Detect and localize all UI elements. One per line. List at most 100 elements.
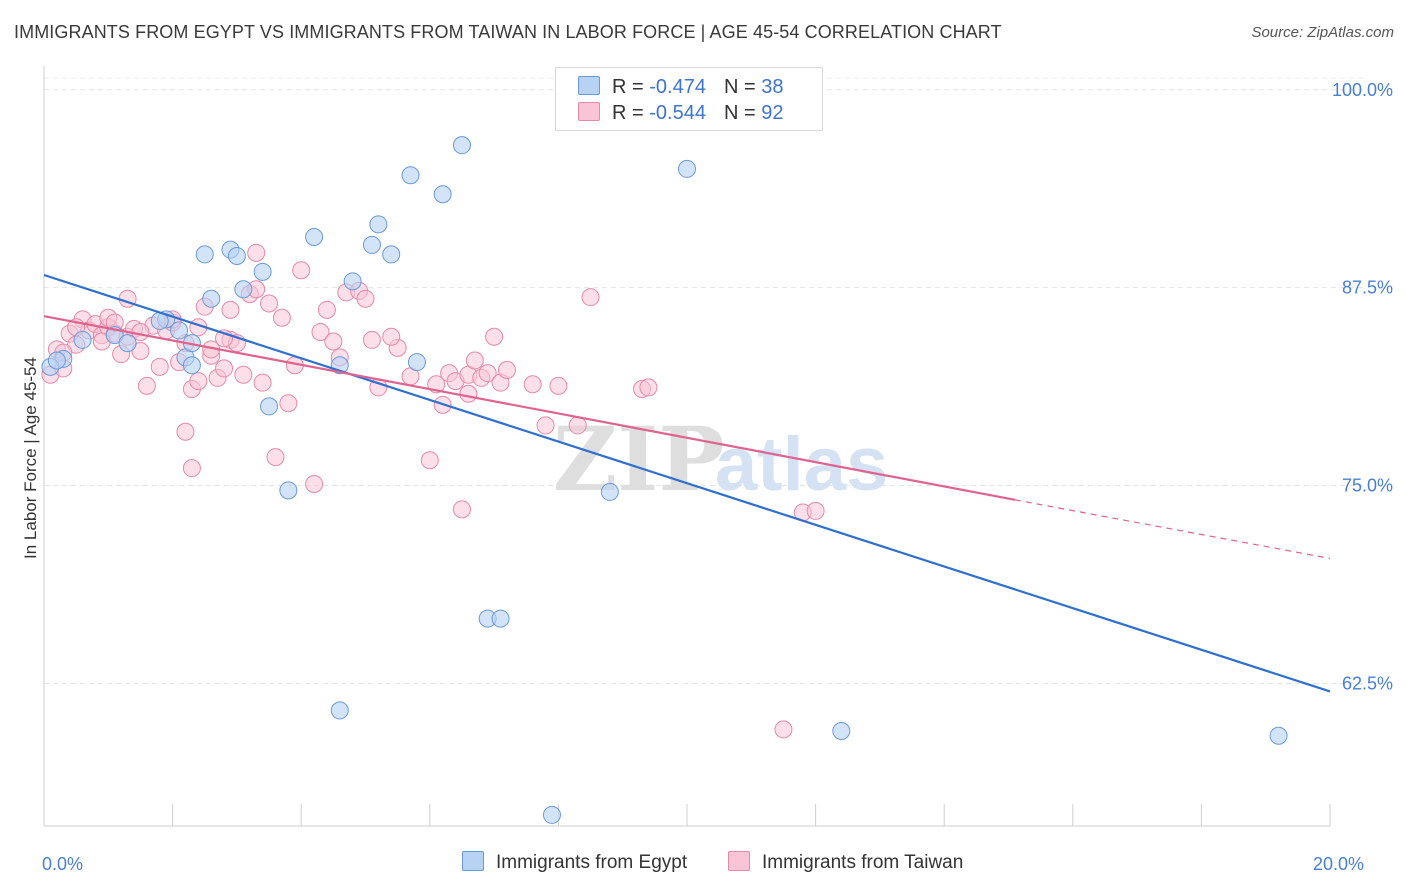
egypt-swatch — [462, 851, 484, 871]
egypt-point — [170, 321, 189, 340]
taiwan-point — [176, 422, 195, 441]
taiwan-point — [189, 372, 208, 391]
egypt-point — [491, 609, 510, 628]
egypt-point — [260, 397, 279, 416]
bottom-legend-egypt: Immigrants from Egypt — [462, 851, 687, 874]
legend-row-egypt: R = -0.474 N = 38 — [578, 76, 783, 99]
axes: 100.0% 87.5% 75.0% 62.5% 0.0% 20.0% — [42, 66, 1393, 874]
egypt-r-value: -0.474 — [649, 76, 706, 98]
egypt-point — [47, 351, 66, 370]
egypt-point — [542, 805, 561, 824]
taiwan-point — [253, 373, 272, 392]
taiwan-point — [420, 451, 439, 470]
y-tick-label: 62.5% — [1342, 674, 1393, 694]
taiwan-n-value: 92 — [761, 102, 784, 124]
egypt-point — [369, 215, 388, 234]
taiwan-point — [485, 327, 504, 346]
legend-r-label: R = — [612, 76, 650, 98]
y-tick-label: 100.0% — [1332, 80, 1393, 100]
egypt-point — [1269, 726, 1288, 745]
taiwan-point — [497, 361, 516, 379]
legend-n-label: N = — [723, 102, 762, 124]
egypt-point — [73, 330, 92, 349]
taiwan-point — [549, 376, 568, 395]
taiwan-point — [382, 327, 401, 346]
taiwan-point — [311, 323, 330, 341]
egypt-point — [343, 272, 362, 291]
taiwan-point — [279, 394, 298, 413]
bottom-legend-taiwan-label: Immigrants from Taiwan — [762, 852, 964, 873]
taiwan-point — [362, 330, 381, 349]
taiwan-point — [150, 357, 169, 376]
legend-n-label: N = — [723, 76, 762, 98]
egypt-point — [362, 235, 381, 254]
legend-r-label: R = — [612, 102, 650, 124]
taiwan-point — [266, 448, 285, 467]
taiwan-trend-line — [43, 315, 1016, 501]
taiwan-point — [324, 332, 343, 351]
egypt-point — [234, 280, 253, 299]
taiwan-point — [221, 300, 240, 319]
egypt-point — [678, 159, 696, 178]
taiwan-point — [639, 378, 658, 397]
egypt-point — [202, 289, 221, 308]
watermark-atlas: atlas — [715, 422, 888, 507]
taiwan-point — [568, 416, 587, 435]
taiwan-point — [774, 720, 793, 739]
taiwan-point — [536, 416, 555, 435]
egypt-point — [279, 481, 298, 500]
taiwan-point — [523, 375, 542, 394]
correlation-legend: R = -0.474 N = 38 R = -0.544 N = 92 — [555, 67, 823, 131]
taiwan-swatch — [728, 851, 750, 871]
taiwan-point — [215, 359, 234, 378]
taiwan-points — [41, 243, 825, 739]
legend-row-taiwan: R = -0.544 N = 92 — [578, 102, 783, 125]
y-tick-label: 87.5% — [1342, 278, 1393, 298]
egypt-point — [452, 136, 471, 155]
egypt-point — [227, 247, 246, 265]
chart-title: IMMIGRANTS FROM EGYPT VS IMMIGRANTS FROM… — [14, 22, 1002, 42]
egypt-point — [253, 262, 272, 281]
taiwan-point — [305, 475, 324, 493]
taiwan-point — [317, 300, 336, 319]
taiwan-point — [452, 500, 471, 519]
egypt-trend-line — [43, 273, 1331, 693]
egypt-point — [330, 701, 349, 720]
egypt-point — [832, 722, 851, 740]
taiwan-point — [806, 501, 825, 520]
egypt-point — [401, 166, 420, 185]
trend-lines — [43, 273, 1331, 693]
taiwan-point — [182, 459, 201, 478]
taiwan-point — [459, 384, 478, 403]
egypt-point — [407, 353, 426, 372]
taiwan-point — [234, 365, 253, 384]
egypt-swatch — [578, 76, 600, 95]
taiwan-point — [247, 243, 266, 262]
source-credit: Source: ZipAtlas.com — [1251, 24, 1394, 41]
egypt-point — [382, 245, 401, 264]
y-axis-label: In Labor Force | Age 45-54 — [21, 357, 40, 559]
egypt-point — [118, 334, 137, 353]
taiwan-point — [478, 364, 497, 383]
egypt-point — [305, 228, 324, 246]
taiwan-point — [131, 342, 150, 360]
bottom-legend-taiwan: Immigrants from Taiwan — [728, 851, 963, 874]
taiwan-point — [260, 294, 279, 313]
taiwan-r-value: -0.544 — [649, 102, 706, 124]
taiwan-swatch — [578, 102, 600, 121]
egypt-point — [433, 185, 452, 204]
taiwan-point — [581, 288, 600, 307]
x-tick-label: 20.0% — [1313, 854, 1364, 874]
taiwan-point — [465, 351, 484, 370]
taiwan-point — [137, 376, 156, 395]
taiwan-trend-extension — [1014, 499, 1331, 560]
x-tick-label: 0.0% — [42, 854, 83, 874]
egypt-n-value: 38 — [761, 76, 784, 98]
taiwan-point — [272, 308, 291, 327]
taiwan-point — [356, 289, 375, 308]
bottom-legend-egypt-label: Immigrants from Egypt — [496, 852, 688, 873]
egypt-point — [195, 245, 214, 264]
y-tick-label: 75.0% — [1342, 476, 1393, 496]
egypt-point — [600, 482, 619, 501]
